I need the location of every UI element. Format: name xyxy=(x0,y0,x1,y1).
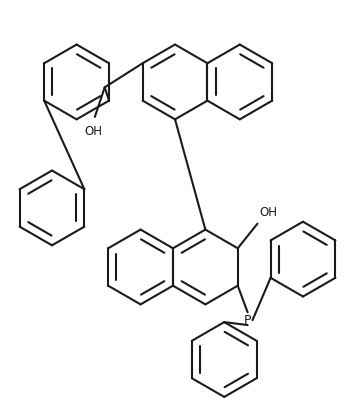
Text: OH: OH xyxy=(84,125,102,138)
Text: OH: OH xyxy=(259,206,278,219)
Text: P: P xyxy=(244,314,251,327)
